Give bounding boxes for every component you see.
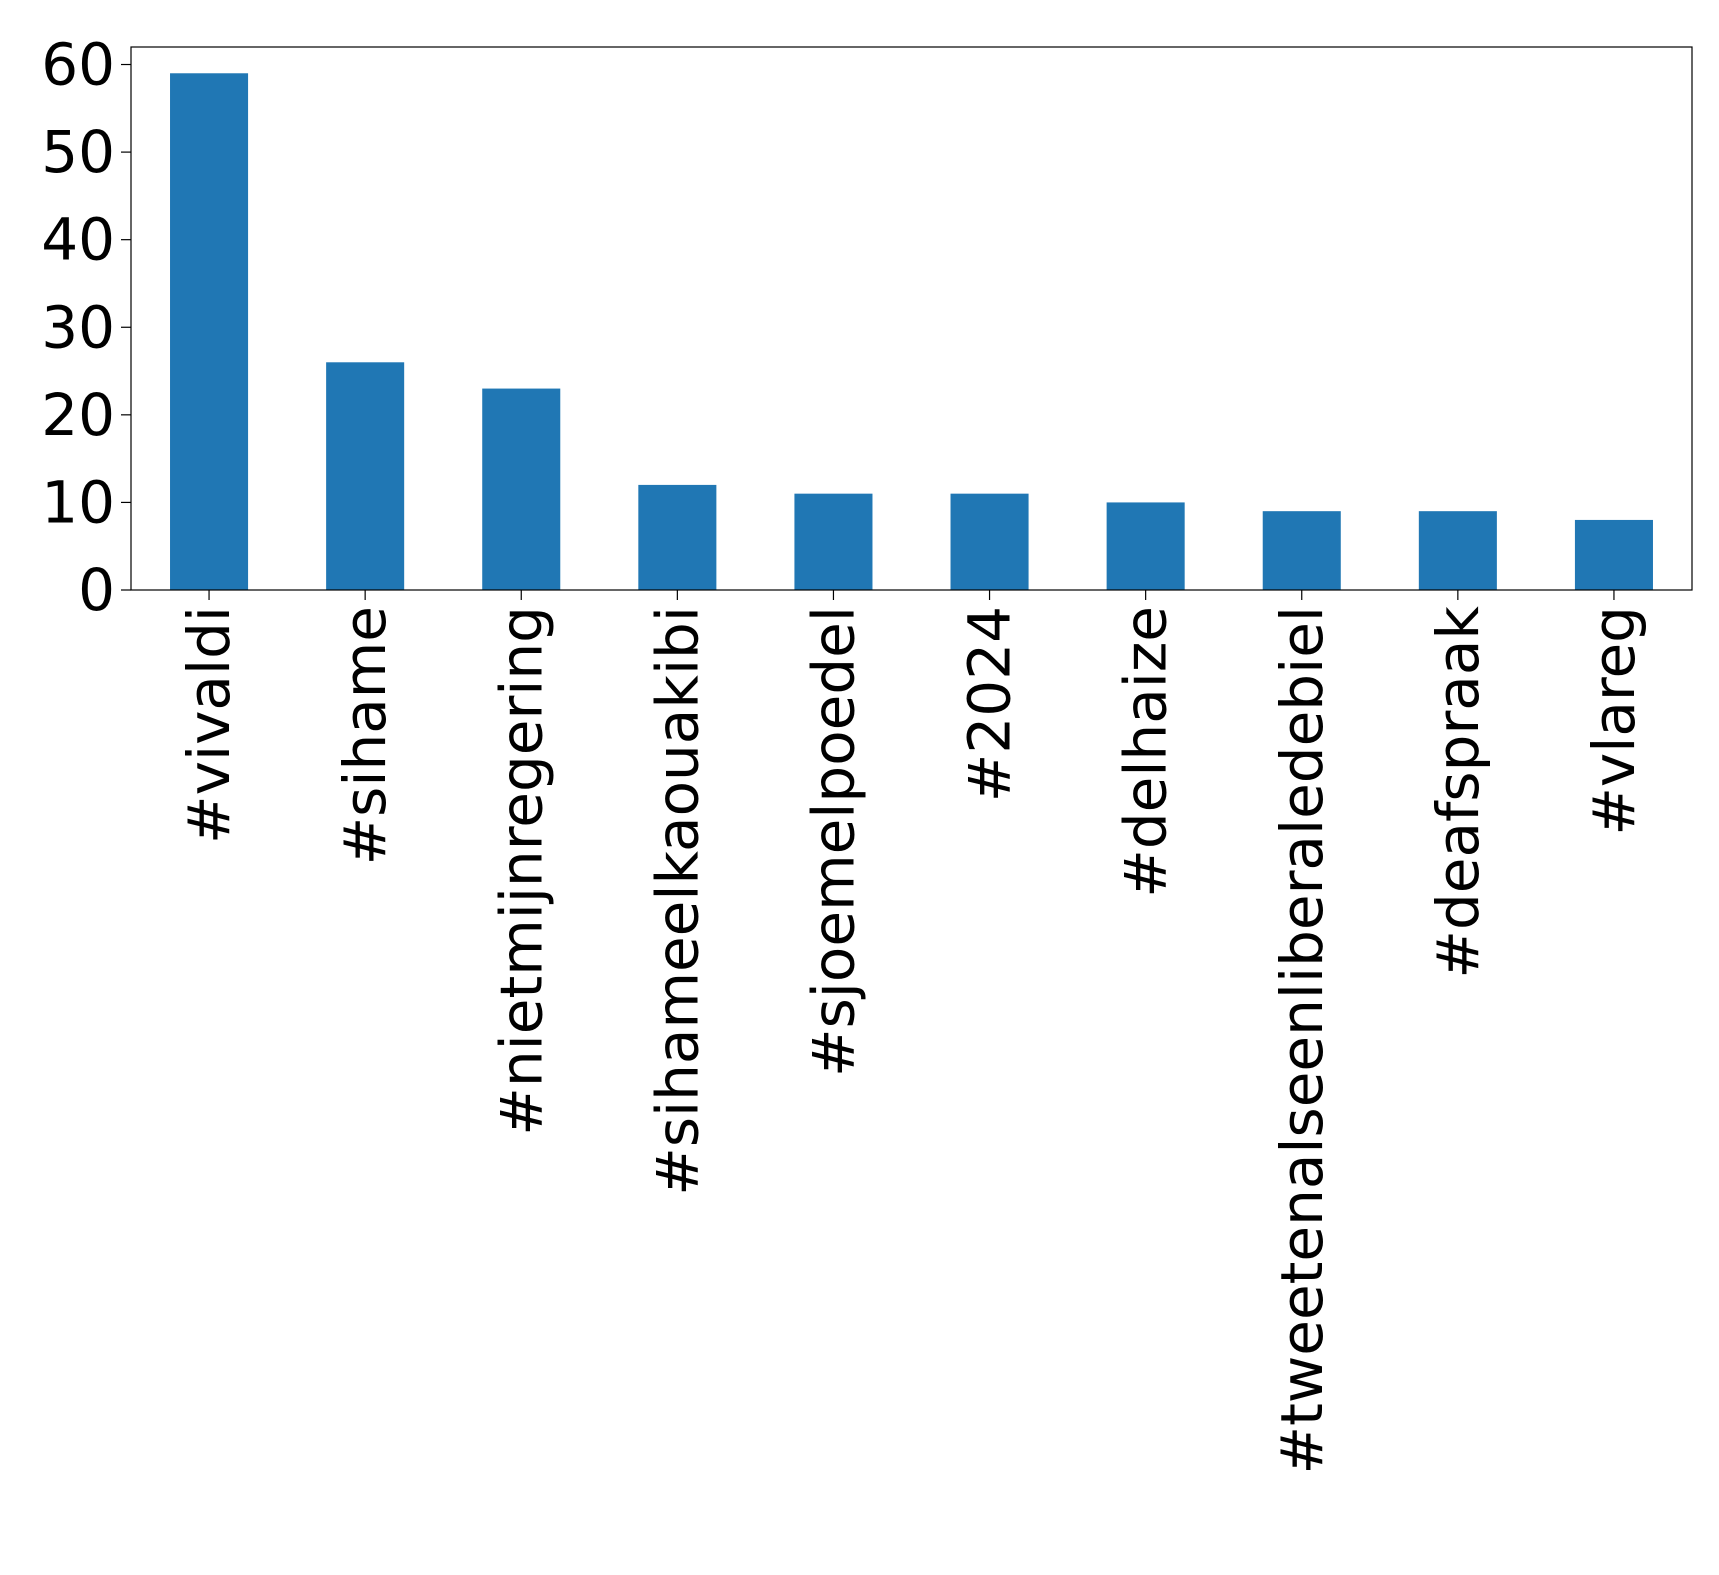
x-tick-label: #vivaldi xyxy=(175,606,243,844)
x-tick-label: #2024 xyxy=(956,606,1024,802)
plot-frame xyxy=(130,46,1693,591)
y-tick-label: 10 xyxy=(41,468,115,536)
bar-2024 xyxy=(950,493,1029,590)
bar-vlareg xyxy=(1574,519,1653,590)
y-tick-label: 50 xyxy=(41,118,115,186)
bar-sjoemelpoedel xyxy=(794,493,873,590)
y-axis: 0 10 20 30 40 50 60 xyxy=(41,31,131,624)
x-tick-label: #nietmijnregering xyxy=(487,606,555,1136)
bar-sihameelkaouakibi xyxy=(638,484,717,590)
x-tick-label: #sihame xyxy=(331,606,399,865)
x-tick-label: #vlareg xyxy=(1580,606,1648,836)
bar-delhaize xyxy=(1106,502,1185,590)
y-tick-label: 20 xyxy=(41,381,115,449)
x-tick-label: #tweetenalseenliberaledebiel xyxy=(1268,606,1336,1474)
x-tick-label: #delhaize xyxy=(1112,606,1180,898)
y-tick-label: 60 xyxy=(41,31,115,99)
x-tick-label: #sihameelkaouakibi xyxy=(643,606,711,1196)
bars-group xyxy=(170,73,1653,591)
bar-tweetenalseenliberaledebiel xyxy=(1262,511,1341,590)
bar-deafspraak xyxy=(1418,511,1497,590)
x-tick-label: #sjoemelpoedel xyxy=(799,606,867,1077)
x-tick-label: #deafspraak xyxy=(1424,606,1492,979)
y-tick-label: 40 xyxy=(41,206,115,274)
x-axis: #vivaldi #sihame #nietmijnregering #sihamee… xyxy=(175,590,1648,1474)
bar-sihame xyxy=(326,362,405,590)
bar-nietmijnregering xyxy=(482,388,561,590)
y-tick-label: 30 xyxy=(41,293,115,361)
y-tick-label: 0 xyxy=(78,556,115,624)
bar-vivaldi xyxy=(170,73,249,591)
